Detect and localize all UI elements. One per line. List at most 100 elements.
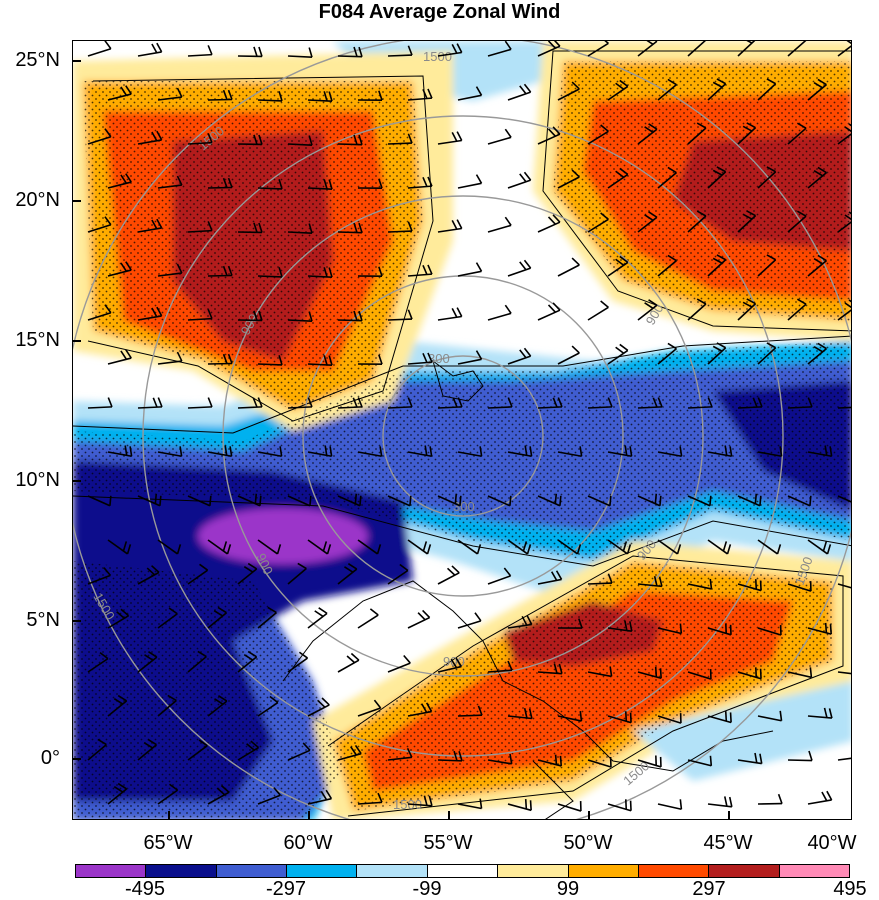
wind-barb xyxy=(507,798,532,812)
wind-barb xyxy=(757,342,777,365)
wind-barb xyxy=(707,623,732,636)
colorbar-swatch xyxy=(287,865,358,877)
wind-barb xyxy=(657,446,683,458)
wind-barb xyxy=(557,711,583,722)
wind-barb xyxy=(757,625,782,636)
wind-barb xyxy=(107,539,132,555)
wind-barb xyxy=(787,298,807,321)
wind-barb xyxy=(707,711,732,724)
stipple-se xyxy=(333,561,833,811)
wind-barb xyxy=(687,210,707,233)
ring-label: 300 xyxy=(428,351,450,366)
wind-barb xyxy=(587,397,613,409)
wind-barb xyxy=(537,214,561,233)
lat-tick xyxy=(72,758,81,760)
wind-barb xyxy=(207,89,233,101)
lat-label-5n: 5°N xyxy=(26,609,60,631)
wind-barb xyxy=(707,342,727,365)
colorbar-label: -495 xyxy=(124,878,166,900)
wind-barb xyxy=(607,799,632,812)
lon-label-50w: 50°W xyxy=(563,832,613,854)
wind-barb xyxy=(657,342,677,365)
wind-barb xyxy=(687,397,713,409)
wind-barb xyxy=(607,620,633,632)
colorbar-label: -99 xyxy=(412,878,442,900)
ring-label: 1500 xyxy=(393,797,422,812)
lon-label-45w: 45°W xyxy=(703,832,753,854)
colorbar-swatch xyxy=(779,865,849,877)
wind-barb xyxy=(287,397,313,409)
lon-tick xyxy=(168,811,170,820)
lat-label-25n: 25°N xyxy=(15,49,60,71)
wind-barb xyxy=(357,608,379,629)
wind-barb xyxy=(157,263,183,277)
wind-barb xyxy=(157,351,183,365)
wind-barb xyxy=(187,739,208,761)
lat-label-15n: 15°N xyxy=(15,329,60,351)
wind-barb xyxy=(107,173,132,189)
wind-barb xyxy=(757,446,783,458)
wind-barb xyxy=(357,446,383,458)
wind-barb xyxy=(507,171,532,189)
wind-barb xyxy=(657,713,682,724)
contour-ne xyxy=(542,50,851,332)
wind-barb xyxy=(607,711,632,724)
wind-barb xyxy=(407,176,433,189)
wind-barb xyxy=(537,397,563,409)
wind-barb xyxy=(487,41,512,57)
lon-label-65w: 65°W xyxy=(143,832,193,854)
wind-barb xyxy=(487,567,512,585)
wind-barb xyxy=(757,254,777,277)
wind-barb xyxy=(287,47,313,58)
wind-barb xyxy=(637,299,658,321)
wind-barb xyxy=(337,310,363,322)
wind-barb xyxy=(787,667,813,679)
wind-barb xyxy=(407,539,432,555)
wind-barb xyxy=(187,133,213,145)
ring-label: 1500 xyxy=(423,49,452,64)
wind-barb xyxy=(137,218,163,233)
wind-barb xyxy=(437,43,463,57)
wind-barb xyxy=(837,495,851,503)
wind-barb xyxy=(637,493,662,507)
wind-barb xyxy=(287,311,313,322)
lat-tick xyxy=(72,200,81,202)
wind-barb xyxy=(787,397,813,409)
lat-label-10n: 10°N xyxy=(15,469,60,491)
wind-barb xyxy=(637,666,662,680)
wind-barb xyxy=(757,78,777,101)
stipple-nw xyxy=(83,81,423,411)
wind-barb xyxy=(487,660,513,673)
wind-barb xyxy=(187,45,213,57)
wind-barb xyxy=(387,747,413,761)
wind-barb xyxy=(107,782,128,805)
colorbar-swatch xyxy=(76,865,147,877)
wind-barb xyxy=(237,222,263,234)
wind-barb xyxy=(107,85,132,101)
wind-barb xyxy=(807,707,833,719)
wind-barb xyxy=(387,309,413,321)
wind-barb-layer xyxy=(87,41,851,812)
wind-barb xyxy=(357,354,383,365)
wind-barb xyxy=(807,78,827,101)
range-ring-600 xyxy=(302,275,624,597)
wind-barb xyxy=(207,265,233,277)
wind-barb xyxy=(507,347,532,365)
wind-barb xyxy=(687,41,706,57)
lon-label-60w: 60°W xyxy=(283,832,333,854)
wind-barb xyxy=(637,41,658,57)
stipple-layer xyxy=(73,61,851,819)
wind-barb xyxy=(287,495,312,507)
wind-barb xyxy=(87,495,112,507)
lon-tick xyxy=(308,811,310,820)
wind-barb xyxy=(457,174,483,189)
wind-barb xyxy=(257,539,282,555)
wind-barb xyxy=(257,179,283,190)
wind-barb xyxy=(187,495,212,507)
wind-barb xyxy=(237,740,260,761)
wind-barb xyxy=(537,302,561,321)
wind-barb xyxy=(557,446,583,458)
wind-barb xyxy=(707,539,732,555)
wind-barb xyxy=(307,355,333,366)
wind-barb xyxy=(457,262,483,277)
